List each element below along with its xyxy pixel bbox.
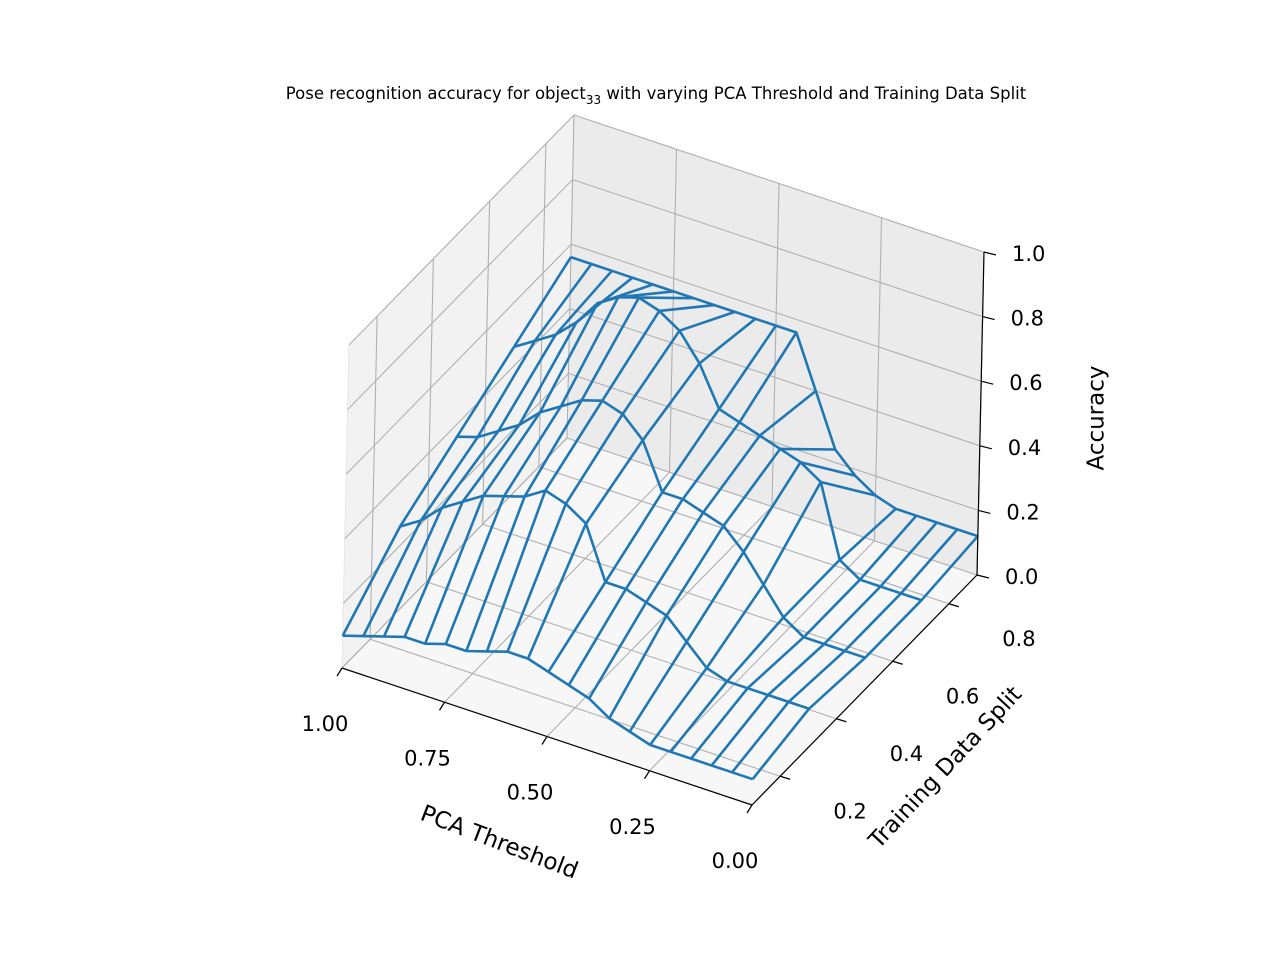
y-tick bbox=[836, 718, 847, 723]
x-tick bbox=[541, 736, 548, 745]
x-tick bbox=[336, 667, 343, 677]
y-tick-label: 0.8 bbox=[1002, 627, 1035, 651]
z-tick bbox=[976, 574, 990, 579]
gridline bbox=[425, 258, 434, 582]
x-tick-label: 0.50 bbox=[507, 781, 554, 805]
chart-title: Pose recognition accuracy for object33 w… bbox=[286, 84, 1027, 107]
gridline bbox=[345, 243, 572, 475]
wire-column-line bbox=[423, 283, 654, 645]
wire-column-line bbox=[669, 507, 897, 753]
wire-column-line bbox=[547, 324, 777, 673]
x-tick bbox=[746, 804, 753, 814]
chart-title-subscript: 33 bbox=[586, 93, 601, 107]
x-tick-label: 0.75 bbox=[404, 746, 451, 770]
z-tick-label: 0.4 bbox=[1008, 436, 1041, 460]
wire-column-line bbox=[382, 269, 613, 638]
gridline bbox=[369, 638, 781, 777]
wire-column-line bbox=[526, 317, 757, 660]
y-tick-label: 0.2 bbox=[833, 799, 866, 823]
x-tick bbox=[643, 770, 651, 780]
z-tick bbox=[982, 316, 995, 321]
gridline bbox=[569, 308, 980, 447]
gridline bbox=[573, 114, 985, 253]
wire-column-line bbox=[628, 460, 856, 733]
z-tick bbox=[981, 380, 994, 385]
wire-column-line bbox=[731, 528, 959, 774]
gridline bbox=[568, 372, 979, 511]
wireframe-surface bbox=[341, 255, 979, 781]
gridline bbox=[572, 179, 983, 318]
wire-column-line bbox=[465, 296, 694, 652]
gridline bbox=[348, 114, 575, 346]
y-tick bbox=[779, 775, 791, 780]
axis-ticks: 1.00 0.75 0.50 0.25 0.00 0.2 0.4 0.6 0.8 0.0 0.2 0.… bbox=[302, 242, 1046, 873]
gridline bbox=[873, 217, 883, 541]
z-axis-line bbox=[976, 251, 985, 576]
x-tick-label: 0.25 bbox=[609, 815, 656, 839]
x-tick-label: 1.00 bbox=[302, 712, 349, 736]
z-tick bbox=[978, 509, 991, 514]
y-tick-label: 0.4 bbox=[890, 742, 923, 766]
gridline bbox=[341, 437, 568, 669]
gridline bbox=[771, 183, 780, 507]
x-tick-label: 0.00 bbox=[712, 849, 759, 873]
z-tick-label: 0.8 bbox=[1011, 307, 1044, 331]
y-axis-line bbox=[751, 574, 978, 806]
wire-column-line bbox=[341, 256, 572, 637]
wire-column-line bbox=[710, 521, 938, 767]
wire-column-line bbox=[649, 480, 876, 746]
gridline bbox=[444, 471, 670, 703]
z-tick-label: 0.2 bbox=[1006, 500, 1039, 524]
z-tick-label: 0.6 bbox=[1009, 371, 1042, 395]
wire-column-line bbox=[485, 303, 715, 652]
y-tick-label: 0.6 bbox=[946, 684, 979, 708]
z-tick bbox=[979, 445, 992, 450]
gridline bbox=[566, 114, 575, 439]
gridline bbox=[347, 179, 573, 410]
gridline bbox=[571, 243, 982, 382]
wire-column-line bbox=[567, 331, 798, 686]
z-axis-label: Accuracy bbox=[1084, 365, 1110, 470]
y-tick bbox=[948, 603, 960, 608]
wire-column-line bbox=[587, 389, 817, 700]
z-tick-label: 1.0 bbox=[1012, 242, 1045, 266]
wire-column-line bbox=[690, 514, 918, 760]
gridline bbox=[482, 523, 893, 662]
gridline bbox=[538, 466, 950, 605]
wire-column-line bbox=[362, 263, 593, 637]
z-tick bbox=[983, 251, 997, 256]
wire-column-line bbox=[608, 447, 836, 719]
y-tick bbox=[892, 660, 903, 665]
gridline bbox=[546, 506, 773, 737]
wire-column-line bbox=[403, 276, 634, 638]
wire-column-line bbox=[751, 535, 979, 781]
wire-column-line bbox=[444, 290, 674, 645]
gridline bbox=[369, 316, 378, 640]
x-tick bbox=[438, 701, 446, 711]
z-tick-label: 0.0 bbox=[1005, 565, 1038, 589]
gridline bbox=[482, 201, 491, 525]
wire-column-line bbox=[506, 310, 736, 653]
